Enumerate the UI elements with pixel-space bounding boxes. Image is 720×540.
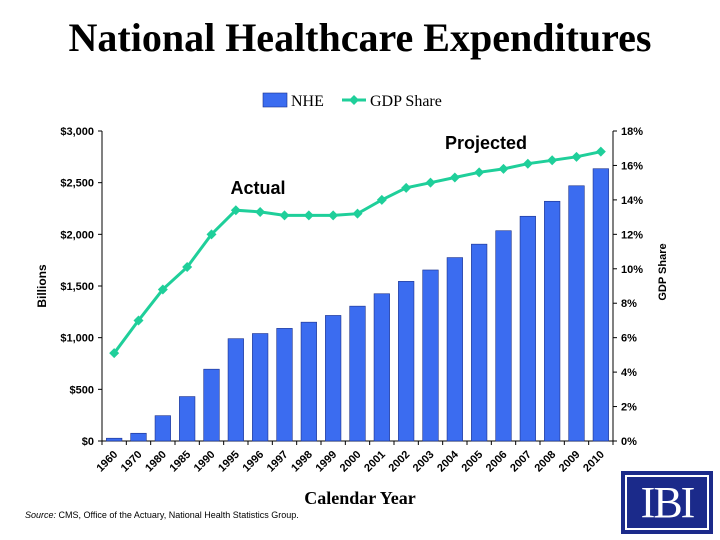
x-tick-label: 2004 [435,448,461,474]
x-tick-label: 1995 [216,449,242,475]
nhe-bar [446,257,463,442]
gdp-share-point [182,262,193,273]
gdp-share-point [449,172,460,183]
nhe-bar [519,215,536,442]
y2-tick-label: 2% [621,402,637,414]
nhe-bar [203,368,220,442]
x-tick-label: 2006 [484,449,510,475]
gdp-share-point [376,194,387,205]
legend-nhe-label: NHE [291,93,324,110]
y2-tick-label: 10% [621,264,643,276]
x-tick-label: 1990 [192,449,218,475]
gdp-share-point [571,151,582,162]
x-tick-label: 1998 [289,449,315,475]
nhe-bar [544,200,561,442]
gdp-share-point [328,210,339,221]
nhe-bar [154,415,171,442]
x-tick-label: 2001 [362,449,388,475]
x-tick-label: 2008 [532,449,558,475]
y-tick-label: $3,000 [60,126,94,138]
y-tick-label: $2,500 [60,178,94,190]
ibi-logo-text: IBI [640,477,696,527]
x-tick-label: 2007 [508,449,534,475]
gdp-share-point [522,158,533,169]
y-tick-label: $2,000 [60,229,94,241]
annotation-actual: Actual [230,178,285,198]
gdp-share-point [425,177,436,188]
y2-tick-label: 18% [621,126,643,138]
x-tick-label: 1960 [94,449,120,475]
y2-tick-label: 4% [621,367,637,379]
gdp-share-point [303,210,314,221]
x-axis-title: Calendar Year [304,488,416,508]
nhe-bar [373,293,390,442]
x-tick-label: 1985 [167,449,193,475]
nhe-bar [349,305,366,442]
legend-gdp-label: GDP Share [370,93,442,110]
y2-tick-label: 6% [621,333,637,345]
legend-nhe-swatch [262,92,288,108]
gdp-share-point [206,229,217,240]
x-tick-label: 2005 [459,449,485,475]
y2-tick-label: 16% [621,160,643,172]
nhe-bar [300,321,317,442]
nhe-bar [568,185,585,442]
x-tick-label: 1980 [143,449,169,475]
gdp-share-point [157,284,168,295]
gdp-share-point [547,155,558,166]
nhe-bar [106,437,123,442]
page-title: National Healthcare Expenditures [68,15,652,60]
gdp-share-point [255,206,266,217]
y2-tick-label: 0% [621,436,637,448]
source-label: Source: [25,510,57,520]
x-tick-label: 2009 [557,449,583,475]
gdp-share-point [133,315,144,326]
x-tick-label: 1970 [119,449,145,475]
gdp-share-point [474,167,485,178]
gdp-share-point [352,208,363,219]
y-tick-label: $0 [82,436,94,448]
gdp-share-point [498,163,509,174]
y-tick-label: $1,000 [60,333,94,345]
gdp-share-point [279,210,290,221]
gdp-share-point [595,146,606,157]
nhe-bar [179,396,196,442]
y-axis-title: Billions [35,264,49,308]
x-tick-label: 1999 [313,449,339,475]
gdp-share-point [401,182,412,193]
ibi-logo: IBI [621,471,713,534]
gdp-share-point [230,205,241,216]
nhe-bar [592,168,609,442]
nhe-bar [495,230,512,442]
source-text: CMS, Office of the Actuary, National Hea… [56,510,299,520]
y2-tick-label: 14% [621,195,643,207]
gdp-share-point [109,348,120,359]
nhe-bar [325,315,342,442]
nhe-bar [276,328,293,442]
y2-tick-label: 8% [621,298,637,310]
nhe-bar [227,338,244,442]
source-note: Source: CMS, Office of the Actuary, Nati… [25,510,299,520]
nhe-bar [130,432,147,442]
annotation-projected: Projected [445,133,527,153]
x-tick-label: 1997 [265,449,291,475]
nhe-bar [422,269,439,442]
y-tick-label: $1,500 [60,281,94,293]
legend-gdp-marker [349,95,359,105]
nhe-bar [252,333,269,442]
nhe-bar [398,281,415,442]
ibi-logo-frame: IBI [625,475,709,530]
y2-tick-label: 12% [621,229,643,241]
x-tick-label: 1996 [240,449,266,475]
y2-axis-title: GDP Share [657,243,669,300]
x-tick-label: 2003 [411,449,437,475]
x-tick-label: 2000 [338,449,364,475]
y-tick-label: $500 [70,384,94,396]
x-tick-label: 2002 [386,449,412,475]
x-tick-label: 2010 [581,449,607,475]
nhe-bar [471,243,488,442]
